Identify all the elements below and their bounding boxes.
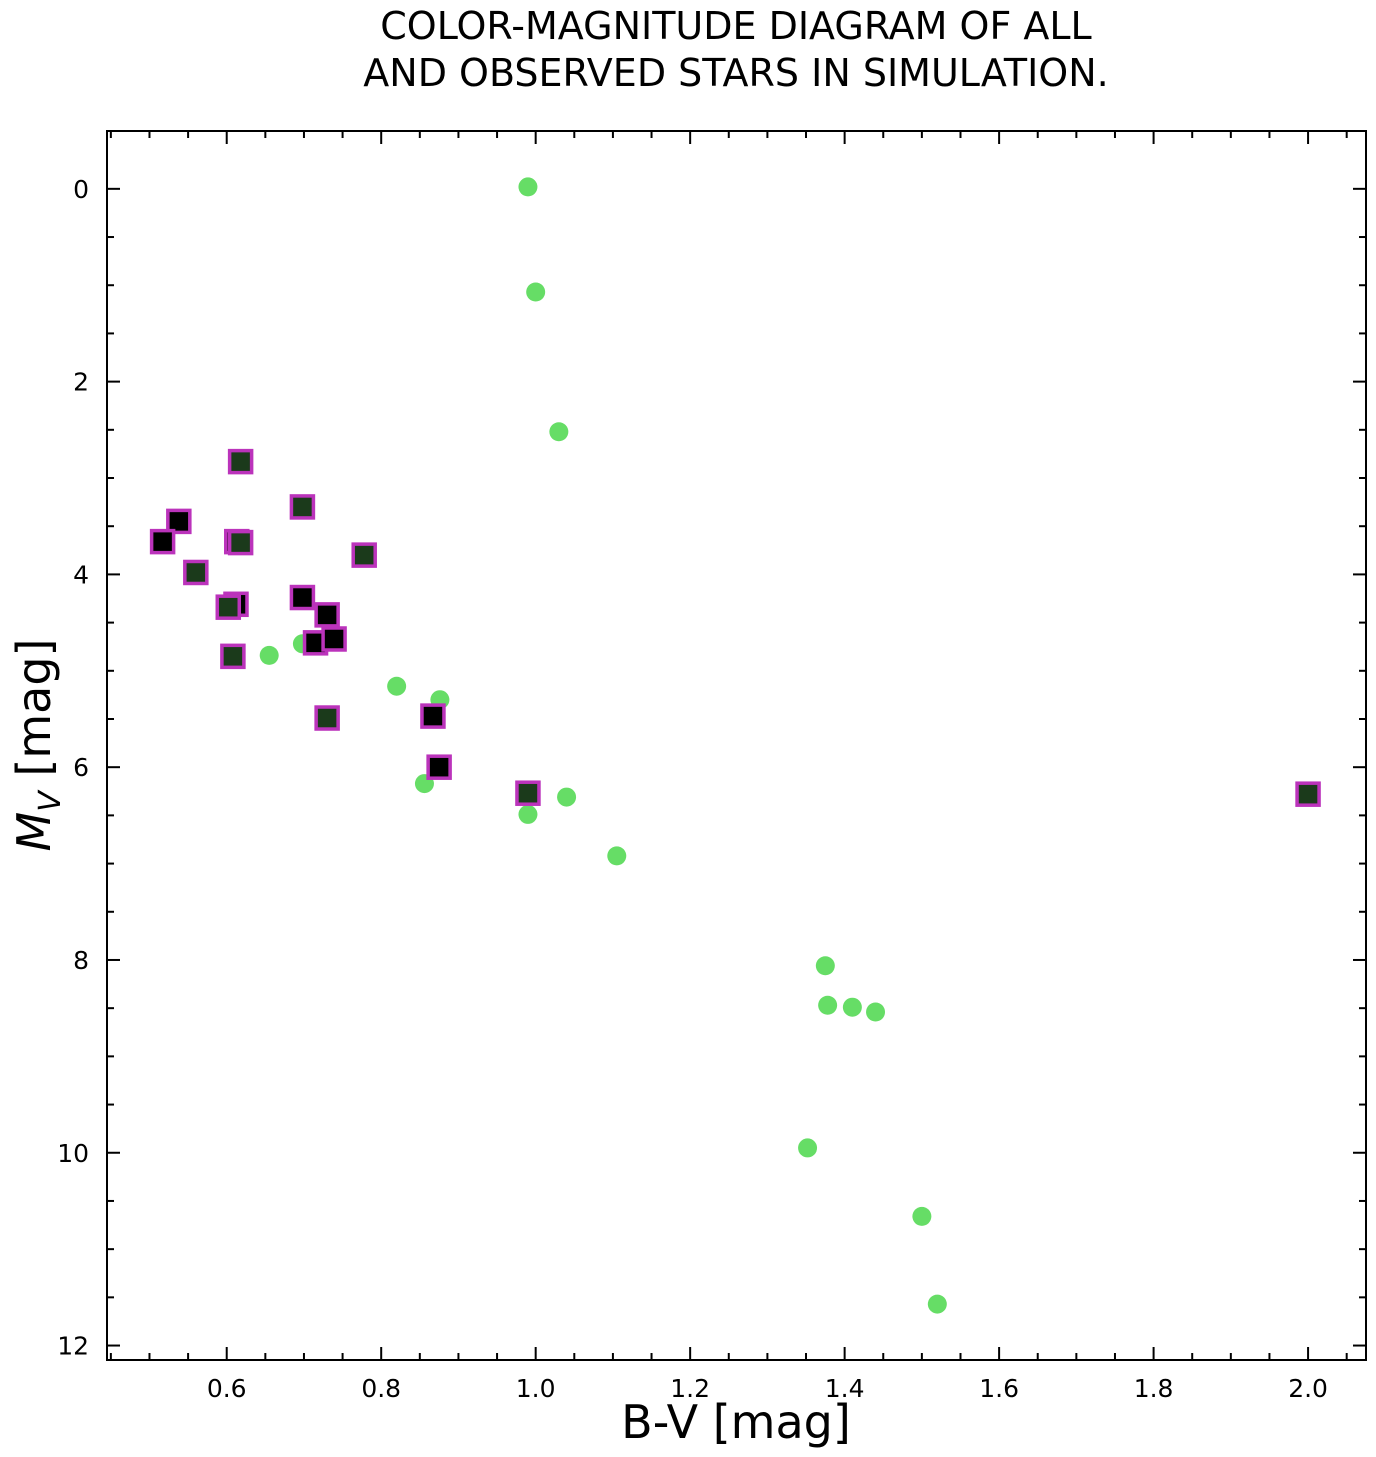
y-axis-label: MV [mag] bbox=[7, 639, 68, 852]
all-star-point bbox=[549, 422, 569, 442]
observed-star-point bbox=[227, 529, 254, 556]
observed-star-point bbox=[183, 559, 209, 586]
observed-star-point bbox=[227, 448, 254, 475]
all-star-point bbox=[387, 676, 407, 696]
x-axis-label: B-V [mag] bbox=[621, 1395, 851, 1449]
x-tick-label: 0.8 bbox=[361, 1374, 401, 1403]
x-tick-label: 1.0 bbox=[516, 1374, 556, 1403]
y-axis-label-unit: [mag] bbox=[7, 639, 61, 792]
all-star-point bbox=[815, 956, 835, 976]
chart-title-line-1: COLOR-MAGNITUDE DIAGRAM OF ALL bbox=[380, 4, 1092, 48]
plot-frame bbox=[106, 130, 1367, 1361]
observed-star-point bbox=[515, 780, 541, 806]
x-tick-label: 1.6 bbox=[979, 1374, 1019, 1403]
all-star-point bbox=[927, 1294, 947, 1314]
observed-star-point bbox=[314, 602, 340, 628]
observed-star-point bbox=[220, 643, 246, 670]
y-tick-label: 0 bbox=[73, 175, 89, 204]
observed-star-point bbox=[289, 494, 316, 520]
all-star-point bbox=[818, 995, 838, 1015]
y-axis-label-subscript: V bbox=[33, 789, 68, 812]
observed-star-point bbox=[166, 508, 192, 535]
all-star-point bbox=[259, 645, 279, 665]
chart-title-line-2: AND OBSERVED STARS IN SIMULATION. bbox=[363, 51, 1109, 95]
y-tick-label: 10 bbox=[57, 1139, 89, 1168]
observed-star-point bbox=[321, 626, 347, 652]
observed-star-point bbox=[351, 542, 377, 568]
all-star-point bbox=[526, 282, 546, 302]
all-star-point bbox=[912, 1206, 932, 1226]
all-star-point bbox=[518, 804, 538, 824]
observed-star-point bbox=[314, 705, 340, 731]
observed-star-point bbox=[289, 584, 316, 611]
observed-star-point bbox=[215, 594, 242, 620]
all-star-point bbox=[842, 997, 862, 1017]
observed-star-point bbox=[420, 703, 446, 729]
observed-star-point bbox=[426, 754, 452, 780]
observed-star-point bbox=[1295, 781, 1321, 807]
y-tick-label: 12 bbox=[57, 1332, 89, 1361]
all-star-point bbox=[557, 787, 577, 807]
x-tick-label: 1.4 bbox=[825, 1374, 865, 1403]
y-axis-label-symbol: M bbox=[7, 812, 61, 852]
all-star-point bbox=[866, 1002, 886, 1022]
all-star-point bbox=[798, 1138, 818, 1158]
y-tick-label: 6 bbox=[73, 753, 89, 782]
x-tick-label: 1.2 bbox=[670, 1374, 710, 1403]
y-tick-label: 8 bbox=[73, 946, 89, 975]
all-star-point bbox=[607, 846, 627, 866]
y-tick-label: 4 bbox=[73, 560, 89, 589]
x-tick-label: 0.6 bbox=[207, 1374, 247, 1403]
all-star-point bbox=[518, 177, 538, 197]
x-tick-label: 2.0 bbox=[1288, 1374, 1328, 1403]
y-tick-label: 2 bbox=[73, 368, 89, 397]
observed-star-point bbox=[149, 528, 176, 555]
x-tick-label: 1.8 bbox=[1134, 1374, 1174, 1403]
